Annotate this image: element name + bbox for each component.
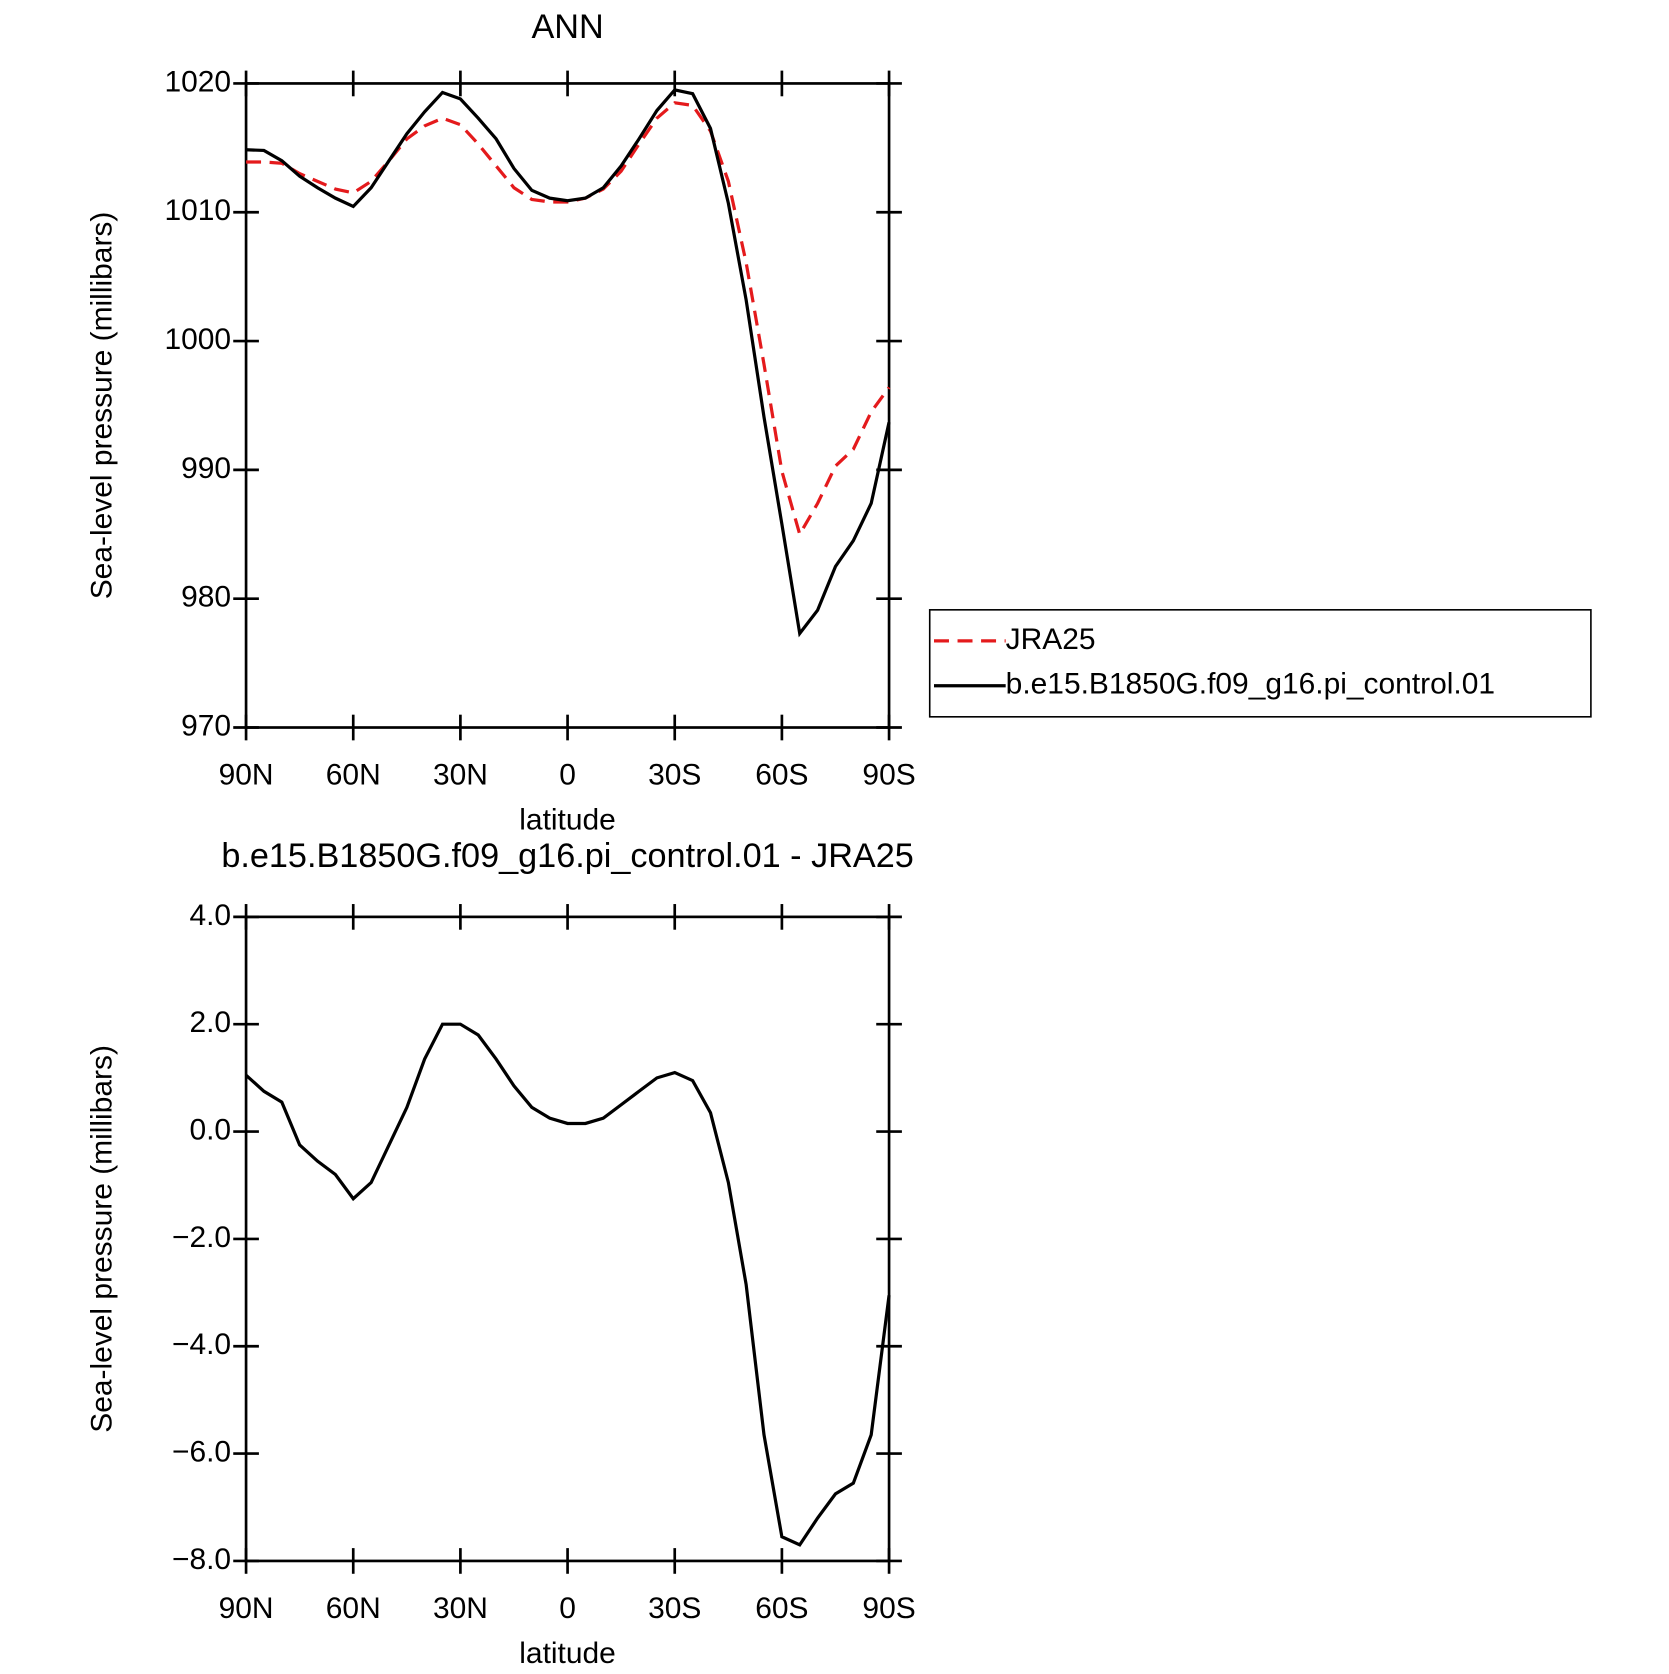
x-tick-label: 60N — [326, 759, 381, 792]
y-tick-label: 1020 — [164, 65, 231, 98]
x-tick-label: 60N — [326, 1592, 381, 1625]
y-axis-label: Sea-level pressure (millibars) — [86, 1045, 119, 1433]
x-tick-label: 0 — [559, 759, 576, 792]
legend-label: b.e15.B1850G.f09_g16.pi_control.01 — [1006, 668, 1495, 701]
y-tick-label: −2.0 — [172, 1221, 231, 1254]
y-tick-label: 970 — [181, 709, 231, 742]
series-line — [246, 88, 891, 638]
x-tick-label: 90N — [219, 759, 274, 792]
x-tick-label: 30N — [433, 759, 488, 792]
y-tick-label: 0.0 — [189, 1113, 231, 1146]
chart-title: ANN — [531, 8, 603, 46]
plot-frame — [244, 915, 891, 1563]
series-line — [246, 101, 891, 539]
legend-box — [928, 609, 1592, 718]
y-tick-label: 4.0 — [189, 899, 231, 932]
y-tick-label: 980 — [181, 581, 231, 614]
y-tick-label: 990 — [181, 452, 231, 485]
y-axis-label: Sea-level pressure (millibars) — [86, 212, 119, 600]
y-tick-label: −6.0 — [172, 1436, 231, 1469]
y-tick-label: −8.0 — [172, 1543, 231, 1576]
x-tick-label: 60S — [755, 1592, 808, 1625]
x-tick-label: 90S — [862, 759, 915, 792]
y-tick-label: −4.0 — [172, 1328, 231, 1361]
x-axis-label: latitude — [519, 1637, 616, 1669]
x-axis-label: latitude — [519, 804, 616, 837]
y-tick-label: 1000 — [164, 323, 231, 356]
x-tick-label: 30S — [648, 1592, 701, 1625]
x-tick-label: 90S — [862, 1592, 915, 1625]
x-tick-label: 0 — [559, 1592, 576, 1625]
legend-label: JRA25 — [1006, 623, 1096, 656]
chart-title: b.e15.B1850G.f09_g16.pi_control.01 - JRA… — [221, 837, 913, 875]
plot-frame — [244, 82, 891, 729]
x-tick-label: 90N — [219, 1592, 274, 1625]
y-tick-label: 2.0 — [189, 1006, 231, 1039]
x-tick-label: 60S — [755, 759, 808, 792]
x-tick-label: 30N — [433, 1592, 488, 1625]
x-tick-label: 30S — [648, 759, 701, 792]
series-line — [244, 1022, 891, 1547]
y-tick-label: 1010 — [164, 194, 231, 227]
